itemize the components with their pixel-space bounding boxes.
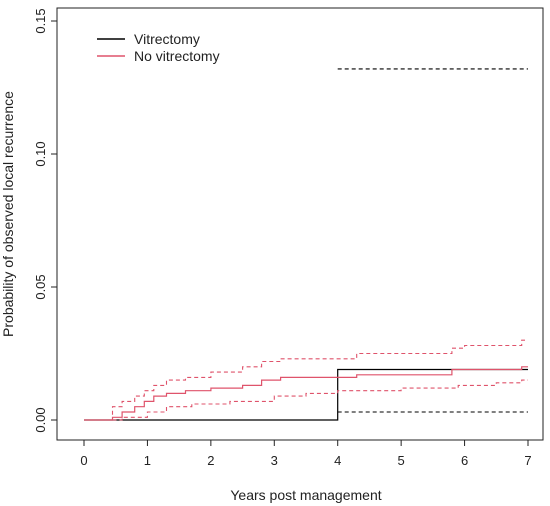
- y-axis-title: Probability of observed local recurrence: [0, 91, 16, 337]
- x-tick-label: 0: [80, 453, 87, 468]
- y-tick-label: 0.00: [33, 407, 48, 432]
- legend-label: No vitrectomy: [134, 48, 220, 64]
- series-no-vitrectomy-lower-ci: [112, 379, 528, 421]
- series-vitrectomy: [84, 68, 528, 421]
- series-no-vitrectomy-estimate: [84, 366, 528, 421]
- legend-item-vitrectomy: Vitrectomy: [97, 31, 200, 47]
- x-tick-label: 6: [461, 453, 468, 468]
- x-tick-label: 1: [144, 453, 151, 468]
- x-tick-label: 4: [334, 453, 341, 468]
- x-tick-label: 7: [524, 453, 531, 468]
- series-layer: [84, 68, 528, 421]
- y-tick-label: 0.10: [33, 141, 48, 166]
- y-tick-label: 0.05: [33, 274, 48, 299]
- y-tick-label: 0.15: [33, 8, 48, 33]
- x-tick-label: 5: [398, 453, 405, 468]
- x-axis: 0 1 2 3 4 5 6 7: [80, 439, 532, 468]
- plot-frame: [56, 7, 544, 441]
- x-axis-title: Years post management: [230, 487, 381, 503]
- legend-item-no-vitrectomy: No vitrectomy: [97, 48, 220, 64]
- x-tick-label: 2: [207, 453, 214, 468]
- x-tick-label: 3: [271, 453, 278, 468]
- series-vitrectomy-estimate: [84, 368, 528, 421]
- series-no-vitrectomy-upper-ci: [111, 339, 528, 415]
- y-axis: 0.00 0.05 0.10 0.15: [33, 8, 58, 433]
- series-no-vitrectomy: [84, 339, 528, 421]
- legend-label: Vitrectomy: [134, 31, 200, 47]
